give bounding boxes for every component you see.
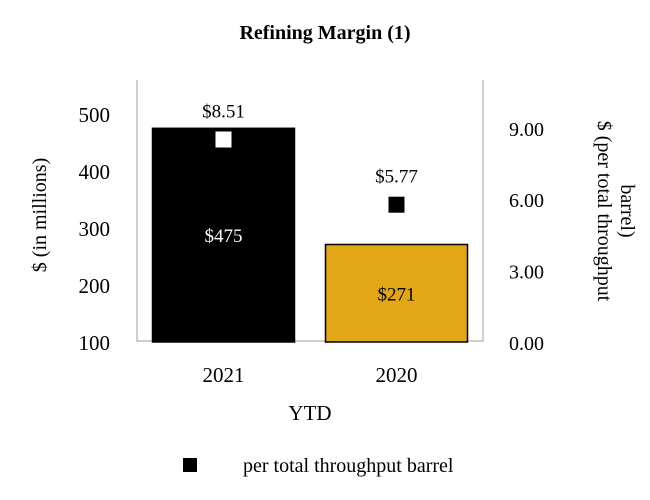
marker-2021 xyxy=(215,131,232,148)
x-axis-ticks: 2021 2020 xyxy=(203,363,418,387)
marker-series: $8.51 $5.77 xyxy=(202,102,418,213)
category-label: 2020 xyxy=(376,363,418,387)
right-tick-label: 3.00 xyxy=(509,262,544,284)
left-tick-label: 400 xyxy=(79,160,111,184)
bar-2020 xyxy=(324,243,469,343)
chart-title: Refining Margin (1) xyxy=(239,22,410,44)
right-axis-ticks: 0.00 3.00 6.00 9.00 xyxy=(509,119,544,355)
bar-series: $475 $271 xyxy=(151,127,469,343)
marker-2020 xyxy=(388,196,405,213)
left-tick-label: 200 xyxy=(79,274,111,298)
bar-2021 xyxy=(151,127,296,343)
left-tick-label: 300 xyxy=(79,217,111,241)
bar-value-label: $475 xyxy=(205,226,243,247)
x-axis-label: YTD xyxy=(288,401,331,425)
right-axis-label-line-2: barrel) xyxy=(616,184,638,237)
left-axis-ticks: 100 200 300 400 500 xyxy=(79,103,111,355)
right-axis-label-line-1: $ (per total throughput xyxy=(593,121,615,302)
marker-value-label: $8.51 xyxy=(202,102,245,123)
category-label: 2021 xyxy=(203,363,245,387)
legend: per total throughput barrel xyxy=(183,455,454,477)
right-tick-label: 6.00 xyxy=(509,190,544,212)
legend-label: per total throughput barrel xyxy=(243,455,454,477)
left-tick-label: 100 xyxy=(79,331,111,355)
left-tick-label: 500 xyxy=(79,103,111,127)
marker-value-label: $5.77 xyxy=(375,167,418,188)
bar-value-label: $271 xyxy=(378,284,416,305)
right-tick-label: 0.00 xyxy=(509,333,544,355)
legend-marker xyxy=(183,458,197,472)
left-axis-label: $ (in millions) xyxy=(29,158,51,272)
right-tick-label: 9.00 xyxy=(509,119,544,141)
right-axis-label: $ (per total throughput barrel) xyxy=(593,121,638,302)
